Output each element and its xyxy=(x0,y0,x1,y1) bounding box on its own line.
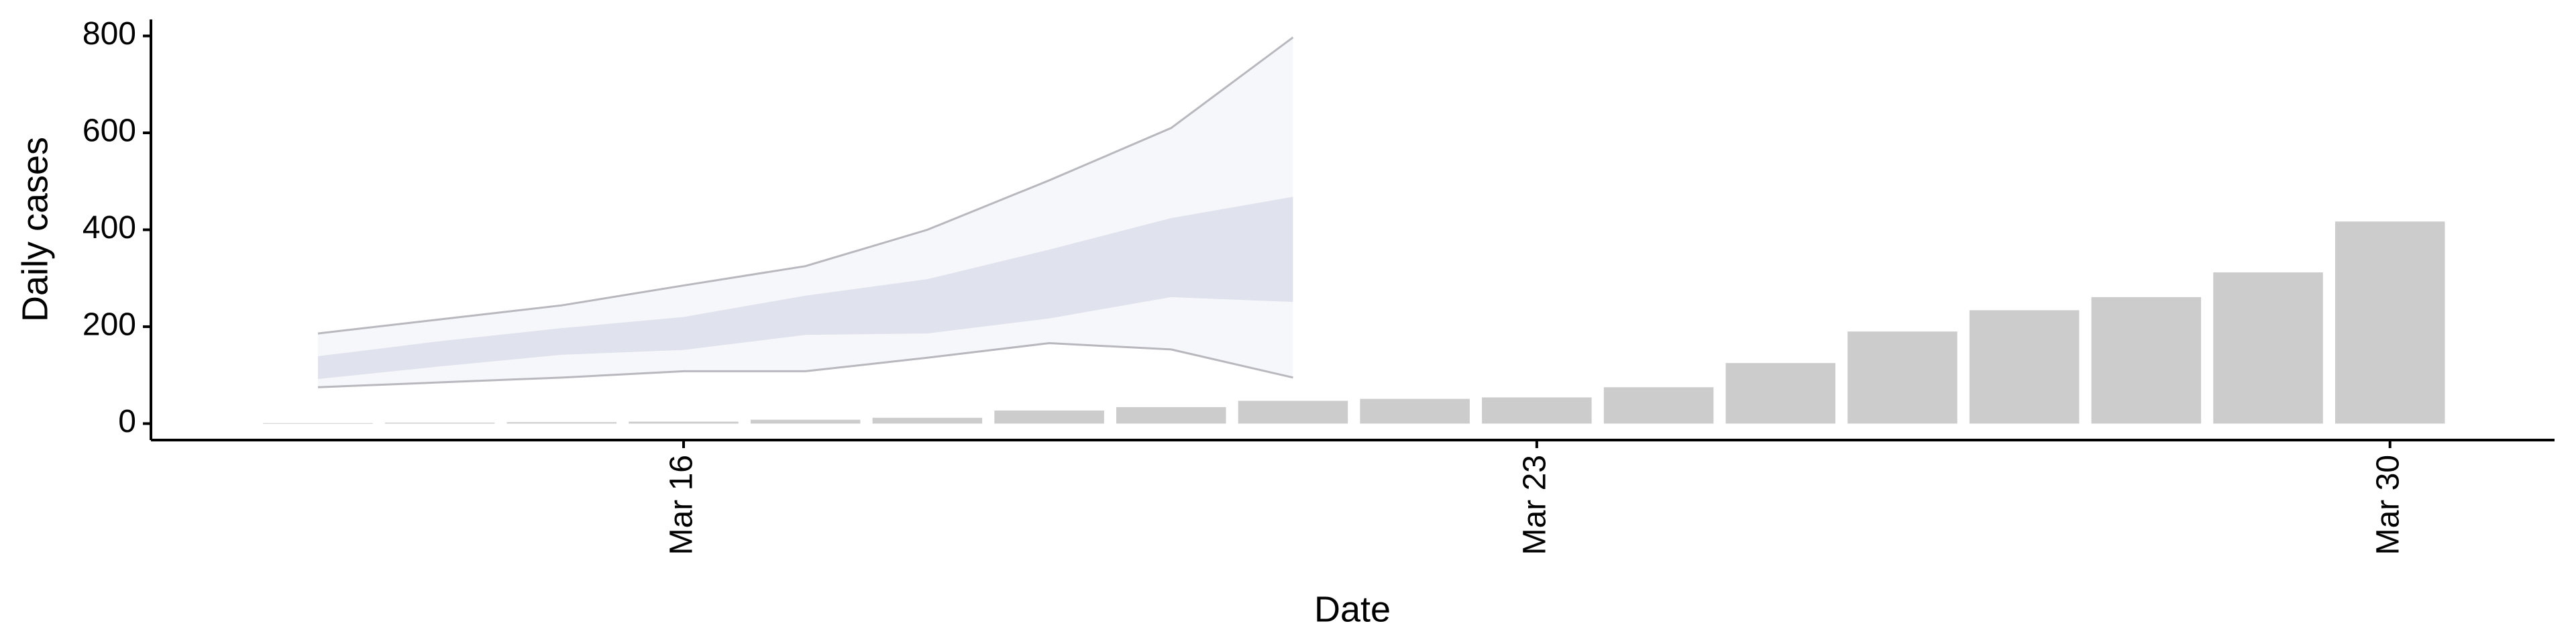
bar xyxy=(1725,363,1836,424)
bar xyxy=(2334,221,2445,424)
band-edge xyxy=(317,36,1294,335)
bar xyxy=(750,419,861,424)
x-tick-label: Mar 30 xyxy=(2370,455,2406,555)
bar xyxy=(2213,272,2323,424)
y-tick-label: 400 xyxy=(83,210,136,246)
y-axis-title: Daily cases xyxy=(15,137,55,322)
bar xyxy=(1116,407,1226,424)
bar xyxy=(506,422,617,424)
bar xyxy=(1482,397,1592,424)
x-tick-label: Mar 16 xyxy=(664,455,700,555)
band-edge xyxy=(317,342,1293,388)
bar xyxy=(629,421,739,424)
bar xyxy=(1238,400,1348,424)
bar xyxy=(1847,331,1957,424)
bar xyxy=(994,410,1104,424)
y-tick-label: 0 xyxy=(118,404,136,439)
bar xyxy=(263,423,373,424)
x-tick-label: Mar 23 xyxy=(1517,455,1553,555)
y-tick-label: 200 xyxy=(83,307,136,343)
projection-band xyxy=(317,197,1293,379)
bar xyxy=(1969,310,2080,424)
bar xyxy=(2091,297,2202,424)
bar xyxy=(872,417,983,424)
bar xyxy=(1360,398,1470,424)
y-tick-label: 600 xyxy=(83,113,136,149)
y-tick-label: 800 xyxy=(83,16,136,52)
bar xyxy=(1603,387,1714,424)
x-axis-title: Date xyxy=(1314,589,1391,629)
